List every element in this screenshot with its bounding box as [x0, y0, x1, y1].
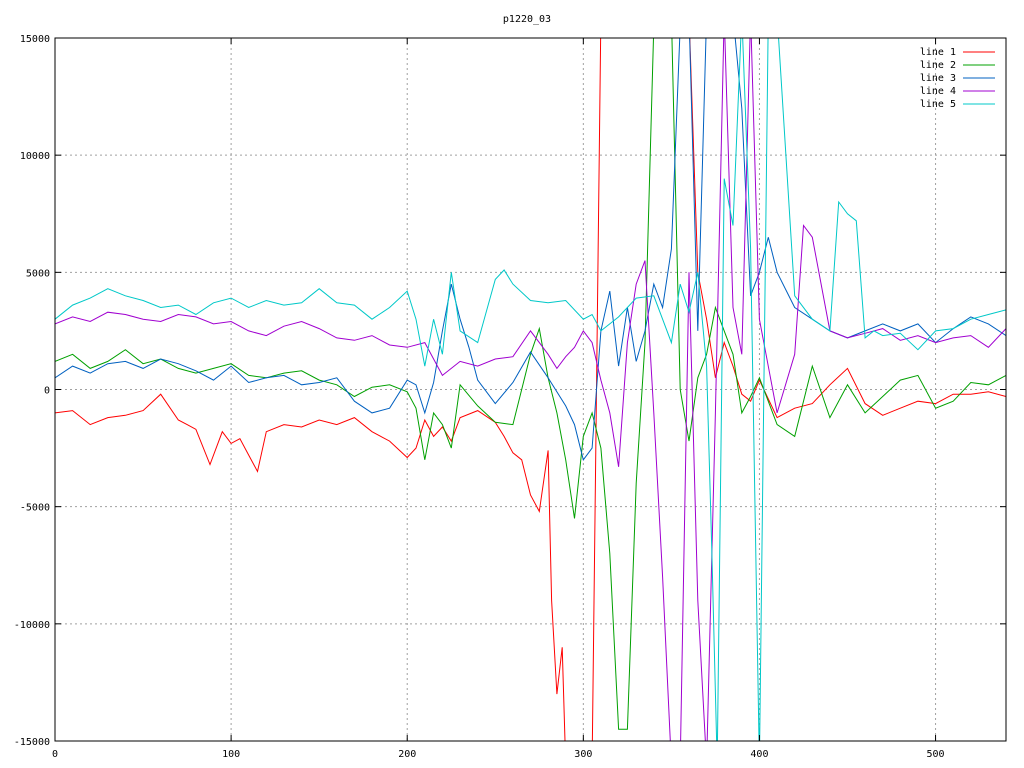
legend-label-1: line 1: [920, 47, 956, 58]
y-tick-label: -5000: [20, 503, 50, 514]
series-line-5: [55, 38, 1006, 741]
y-tick-label: -15000: [14, 737, 50, 748]
series-line-2: [55, 38, 1006, 730]
y-tick-label: 5000: [26, 268, 50, 279]
series-line-1: [55, 38, 1006, 741]
series-layer: [55, 38, 1006, 741]
x-tick-label: 400: [750, 749, 768, 760]
legend-label-2: line 2: [920, 60, 956, 71]
series-line-3: [55, 38, 1006, 461]
x-tick-label: 100: [222, 749, 240, 760]
legend-label-3: line 3: [920, 73, 956, 84]
grid-layer: [55, 38, 1006, 741]
legend-label-5: line 5: [920, 99, 956, 110]
x-tick-label: 500: [927, 749, 945, 760]
y-tick-label: 0: [44, 386, 50, 397]
x-tick-label: 300: [574, 749, 592, 760]
legend-label-4: line 4: [920, 86, 956, 97]
y-tick-label: -10000: [14, 620, 50, 631]
x-tick-label: 200: [398, 749, 416, 760]
y-tick-label: 10000: [20, 151, 50, 162]
chart-title: p1220_03: [503, 14, 551, 25]
series-line-4: [55, 38, 1006, 741]
legend: line 1 line 2 line 3 line 4 line 5: [920, 47, 995, 110]
tick-layer: 0 100 200 300 400 500 -15000 -10000 -5000 0 5000 10…: [14, 34, 1006, 760]
x-tick-label: 0: [52, 749, 58, 760]
y-tick-label: 15000: [20, 34, 50, 45]
